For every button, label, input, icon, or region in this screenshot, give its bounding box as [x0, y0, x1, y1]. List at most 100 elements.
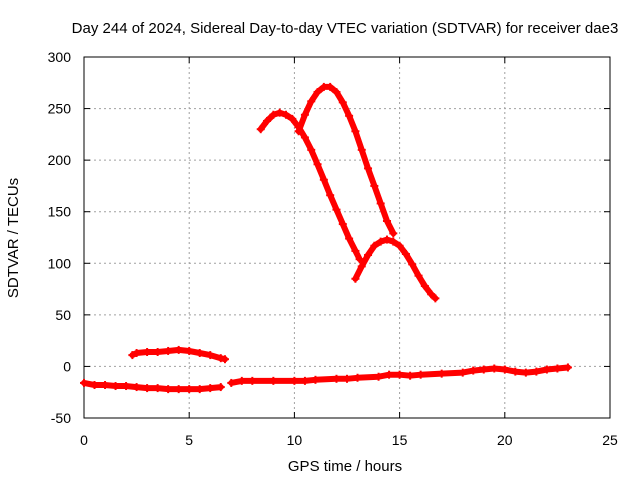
data-point: [500, 365, 509, 374]
data-point: [294, 127, 303, 136]
data-point: [263, 116, 272, 125]
data-point: [479, 365, 488, 374]
data-point: [195, 385, 204, 394]
x-axis-label: GPS time / hours: [288, 458, 402, 475]
data-point: [216, 354, 225, 363]
data-point: [311, 375, 320, 384]
data-point: [174, 385, 183, 394]
data-point: [357, 262, 366, 271]
data-point: [511, 367, 520, 376]
y-tick-label: 100: [48, 255, 72, 271]
data-point: [195, 349, 204, 358]
y-tick-label: 200: [48, 152, 72, 168]
data-point: [290, 376, 299, 385]
data-point: [248, 376, 257, 385]
data-point: [313, 160, 322, 169]
data-point: [374, 372, 383, 381]
data-point: [275, 108, 284, 117]
data-point: [376, 237, 385, 246]
x-tick-label: 5: [185, 432, 193, 448]
y-tick-label: 50: [55, 307, 71, 323]
data-point: [237, 376, 246, 385]
data-point: [370, 241, 379, 250]
data-point: [414, 271, 423, 280]
data-point: [101, 380, 110, 389]
data-point: [206, 351, 215, 360]
data-point: [326, 191, 335, 200]
data-point: [132, 349, 141, 358]
data-point: [227, 378, 236, 387]
data-point: [288, 114, 297, 123]
x-tick-label: 10: [287, 432, 303, 448]
data-point: [364, 164, 373, 173]
data-point: [153, 347, 162, 356]
x-tick-label: 0: [80, 432, 88, 448]
x-tick-label: 20: [497, 432, 513, 448]
data-point: [532, 367, 541, 376]
data-point: [143, 384, 152, 393]
data-point: [128, 351, 137, 360]
data-point: [300, 376, 309, 385]
series-arc-6: [351, 235, 440, 303]
data-point: [256, 125, 265, 134]
data-point: [427, 290, 436, 299]
data-point: [332, 374, 341, 383]
data-point: [408, 260, 417, 269]
data-point: [389, 237, 398, 246]
data-point: [185, 385, 194, 394]
data-point: [490, 364, 499, 373]
y-tick-label: 300: [48, 49, 72, 65]
data-point: [338, 98, 347, 107]
series-arc-4: [256, 108, 364, 264]
data-point: [122, 382, 131, 391]
chart-title: Day 244 of 2024, Sidereal Day-to-day VTE…: [72, 20, 619, 37]
series-arc-3: [227, 363, 572, 387]
data-point: [542, 365, 551, 374]
data-point: [416, 370, 425, 379]
series-line: [295, 83, 397, 237]
data-point: [389, 229, 398, 238]
data-point: [164, 346, 173, 355]
data-point: [364, 251, 373, 260]
data-point: [469, 366, 478, 375]
data-point: [431, 294, 440, 303]
data-series: [80, 82, 572, 394]
data-point: [153, 384, 162, 393]
data-point: [420, 281, 429, 290]
data-point: [406, 371, 415, 380]
data-point: [307, 145, 316, 154]
axis-ticks: 0 5 10 15 20 25 -50 0 50 100 150 200 250 300: [48, 49, 618, 448]
data-point: [143, 347, 152, 356]
data-point: [351, 274, 360, 283]
data-point: [395, 370, 404, 379]
data-point: [338, 220, 347, 229]
y-axis-label: SDTVAR / TECUs: [5, 178, 22, 298]
plot-frame: [83, 56, 611, 419]
data-point: [269, 376, 278, 385]
series-arc-1: [80, 378, 225, 394]
data-point: [458, 368, 467, 377]
data-point: [345, 111, 354, 120]
data-point: [382, 235, 391, 244]
data-point: [307, 97, 316, 106]
data-point: [343, 374, 351, 383]
data-point: [281, 110, 290, 119]
y-tick-label: 0: [63, 358, 71, 374]
data-point: [269, 110, 278, 119]
data-point: [385, 370, 394, 379]
data-point: [80, 378, 88, 387]
data-point: [300, 133, 309, 142]
data-point: [332, 88, 341, 97]
data-point: [216, 383, 225, 392]
series-arc-5: [294, 82, 398, 238]
data-point: [437, 369, 446, 378]
data-point: [370, 181, 379, 190]
data-point: [90, 380, 99, 389]
data-point: [164, 385, 173, 394]
data-point: [401, 250, 410, 259]
data-point: [521, 368, 530, 377]
data-point: [185, 346, 194, 355]
data-point: [300, 110, 309, 119]
